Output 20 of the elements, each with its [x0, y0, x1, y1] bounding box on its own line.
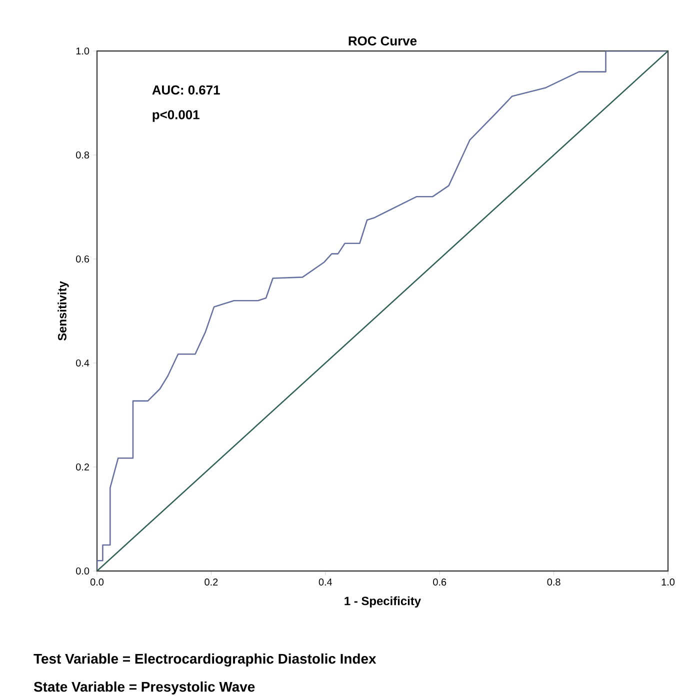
x-tick-label: 0.2: [204, 578, 218, 586]
annotation: AUC: 0.671: [152, 85, 220, 95]
y-tick-label: 0.8: [76, 151, 90, 159]
x-tick-label: 0.4: [318, 578, 332, 586]
y-tick-label: 0.0: [76, 567, 90, 575]
y-tick-label: 0.6: [76, 255, 90, 263]
text: State Variable = Presystolic Wave: [34, 681, 255, 694]
line-series: [97, 50, 668, 571]
y-axis-title: Sensitivity: [58, 281, 69, 341]
x-tick-label: 0.6: [433, 578, 446, 586]
x-axis-title: 1 - Specificity: [344, 596, 421, 608]
x-tick-label: 0.8: [547, 578, 560, 586]
annotation: p<0.001: [152, 110, 200, 122]
text: Test Variable = Electrocardiographic Diastolic Index: [34, 653, 376, 667]
y-tick-label: 0.2: [76, 463, 89, 471]
x-tick-label: 0.0: [90, 578, 104, 586]
chart-title: ROC Curve: [348, 36, 417, 46]
x-tick-label: 1.0: [662, 578, 675, 586]
y-tick-label: 0.4: [76, 359, 90, 367]
y-tick-label: 1.0: [76, 47, 90, 55]
